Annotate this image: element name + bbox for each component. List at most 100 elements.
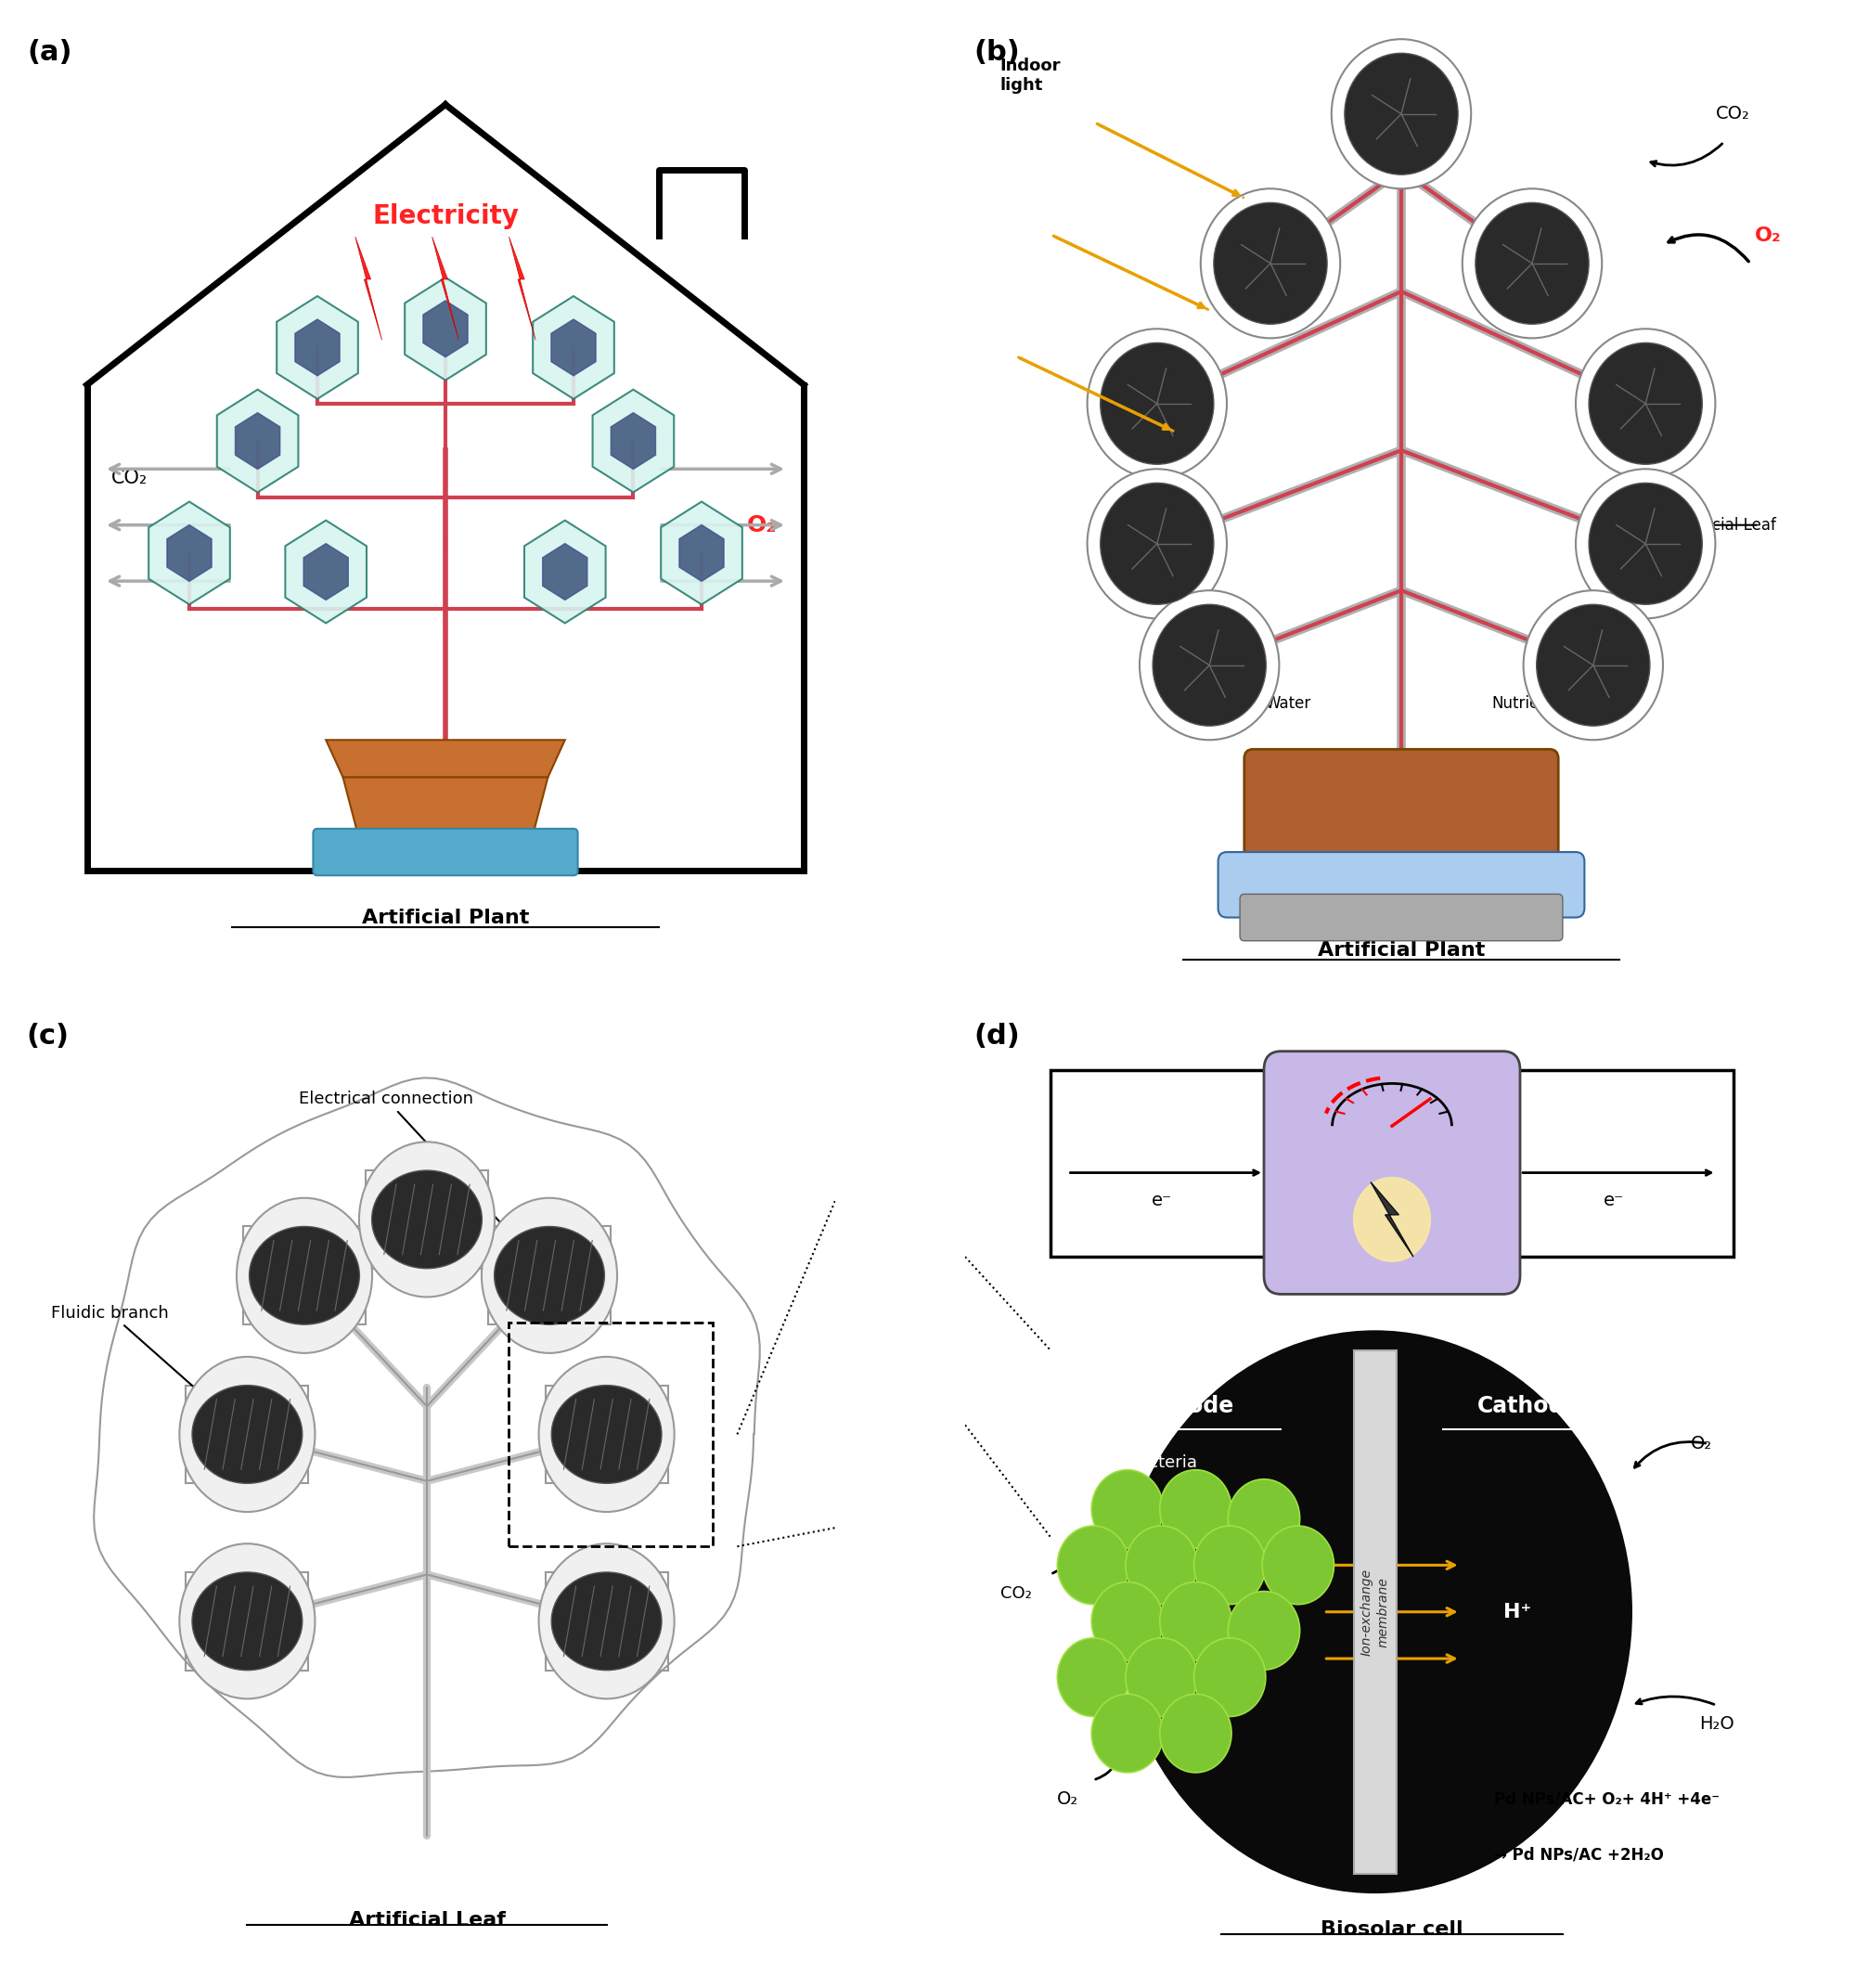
- Circle shape: [1229, 1479, 1299, 1559]
- Bar: [1050, 1070, 1734, 1256]
- Text: O₂: O₂: [1056, 1789, 1078, 1807]
- Ellipse shape: [551, 1573, 661, 1670]
- Polygon shape: [661, 501, 742, 604]
- Text: O₂: O₂: [1691, 1435, 1713, 1453]
- Circle shape: [1589, 342, 1702, 465]
- Circle shape: [1344, 54, 1459, 175]
- Polygon shape: [304, 543, 349, 600]
- Circle shape: [236, 1199, 373, 1354]
- Circle shape: [1091, 1582, 1164, 1660]
- Circle shape: [1160, 1694, 1232, 1773]
- FancyBboxPatch shape: [314, 829, 577, 875]
- Text: Fluidic branch: Fluidic branch: [52, 1304, 243, 1431]
- Circle shape: [1214, 203, 1327, 324]
- Text: Artificial Plant: Artificial Plant: [362, 909, 529, 926]
- Ellipse shape: [193, 1573, 303, 1670]
- Circle shape: [1576, 328, 1715, 479]
- Polygon shape: [354, 237, 382, 340]
- Polygon shape: [95, 1077, 759, 1777]
- Circle shape: [1058, 1527, 1128, 1604]
- Circle shape: [1101, 483, 1214, 604]
- Ellipse shape: [494, 1227, 605, 1324]
- Circle shape: [1201, 189, 1340, 338]
- Text: O₂: O₂: [746, 513, 776, 537]
- Text: (a): (a): [28, 40, 72, 66]
- Circle shape: [1058, 1638, 1128, 1716]
- Polygon shape: [295, 320, 340, 376]
- Text: Nutrient: Nutrient: [1492, 696, 1555, 712]
- Circle shape: [1193, 1527, 1266, 1604]
- Text: Artificial Leaf: Artificial Leaf: [349, 1910, 505, 1930]
- Circle shape: [1091, 1469, 1164, 1549]
- Text: Artificial Leaf: Artificial Leaf: [1676, 517, 1776, 533]
- Circle shape: [1589, 483, 1702, 604]
- Polygon shape: [432, 237, 458, 340]
- Circle shape: [1476, 203, 1589, 324]
- Circle shape: [1125, 1638, 1197, 1716]
- Text: Electricity: Electricity: [373, 203, 520, 231]
- Circle shape: [1353, 1177, 1431, 1262]
- FancyBboxPatch shape: [1264, 1052, 1520, 1294]
- Circle shape: [1140, 590, 1279, 740]
- Polygon shape: [277, 296, 358, 400]
- Polygon shape: [611, 414, 655, 469]
- Polygon shape: [327, 740, 564, 777]
- Circle shape: [538, 1543, 674, 1700]
- Polygon shape: [286, 521, 367, 622]
- Polygon shape: [523, 521, 605, 622]
- Circle shape: [1119, 1332, 1631, 1893]
- Circle shape: [1088, 469, 1227, 618]
- Text: CO₂: CO₂: [1715, 105, 1750, 121]
- Polygon shape: [343, 777, 548, 843]
- Text: Cathode: Cathode: [1477, 1396, 1579, 1417]
- Circle shape: [538, 1356, 674, 1513]
- FancyBboxPatch shape: [1218, 853, 1585, 916]
- Circle shape: [1463, 189, 1602, 338]
- Text: CO₂: CO₂: [111, 469, 148, 487]
- Circle shape: [180, 1543, 316, 1700]
- Text: Electrical connection: Electrical connection: [299, 1091, 546, 1272]
- Circle shape: [1524, 590, 1663, 740]
- Circle shape: [1153, 604, 1266, 726]
- Text: H⁺: H⁺: [1503, 1602, 1531, 1620]
- Circle shape: [1160, 1582, 1232, 1660]
- Circle shape: [358, 1141, 496, 1296]
- Ellipse shape: [249, 1227, 360, 1324]
- Polygon shape: [405, 278, 486, 380]
- Circle shape: [1576, 469, 1715, 618]
- Circle shape: [1091, 1694, 1164, 1773]
- Text: Ion-exchange
membrane: Ion-exchange membrane: [1360, 1569, 1390, 1656]
- Circle shape: [1262, 1527, 1334, 1604]
- Polygon shape: [679, 525, 724, 580]
- Text: Indoor
light: Indoor light: [1000, 58, 1062, 93]
- Polygon shape: [1370, 1183, 1414, 1256]
- Circle shape: [1125, 1527, 1197, 1604]
- Circle shape: [1160, 1469, 1232, 1549]
- Polygon shape: [551, 320, 596, 376]
- Text: H₂O: H₂O: [1700, 1716, 1734, 1734]
- Polygon shape: [509, 237, 536, 340]
- Circle shape: [180, 1356, 316, 1513]
- Text: Cyanobacteria: Cyanobacteria: [1075, 1453, 1197, 1471]
- Text: Biosolar cell: Biosolar cell: [1321, 1920, 1463, 1938]
- Text: O₂: O₂: [1754, 227, 1782, 245]
- Text: Artificial Plant: Artificial Plant: [1318, 940, 1485, 960]
- Bar: [1353, 1350, 1396, 1873]
- Text: CO₂: CO₂: [1000, 1584, 1032, 1602]
- Text: (d): (d): [974, 1024, 1019, 1050]
- Circle shape: [481, 1199, 618, 1354]
- Polygon shape: [217, 390, 299, 493]
- Polygon shape: [423, 300, 468, 358]
- Circle shape: [1229, 1590, 1299, 1670]
- FancyBboxPatch shape: [1244, 749, 1559, 881]
- Circle shape: [1537, 604, 1650, 726]
- Polygon shape: [167, 525, 212, 580]
- Ellipse shape: [551, 1386, 661, 1483]
- FancyBboxPatch shape: [1240, 895, 1563, 940]
- Text: e⁻: e⁻: [1151, 1193, 1171, 1209]
- Ellipse shape: [193, 1386, 303, 1483]
- Text: Anode: Anode: [1156, 1396, 1234, 1417]
- Circle shape: [1101, 342, 1214, 465]
- Ellipse shape: [371, 1171, 483, 1268]
- Circle shape: [1088, 328, 1227, 479]
